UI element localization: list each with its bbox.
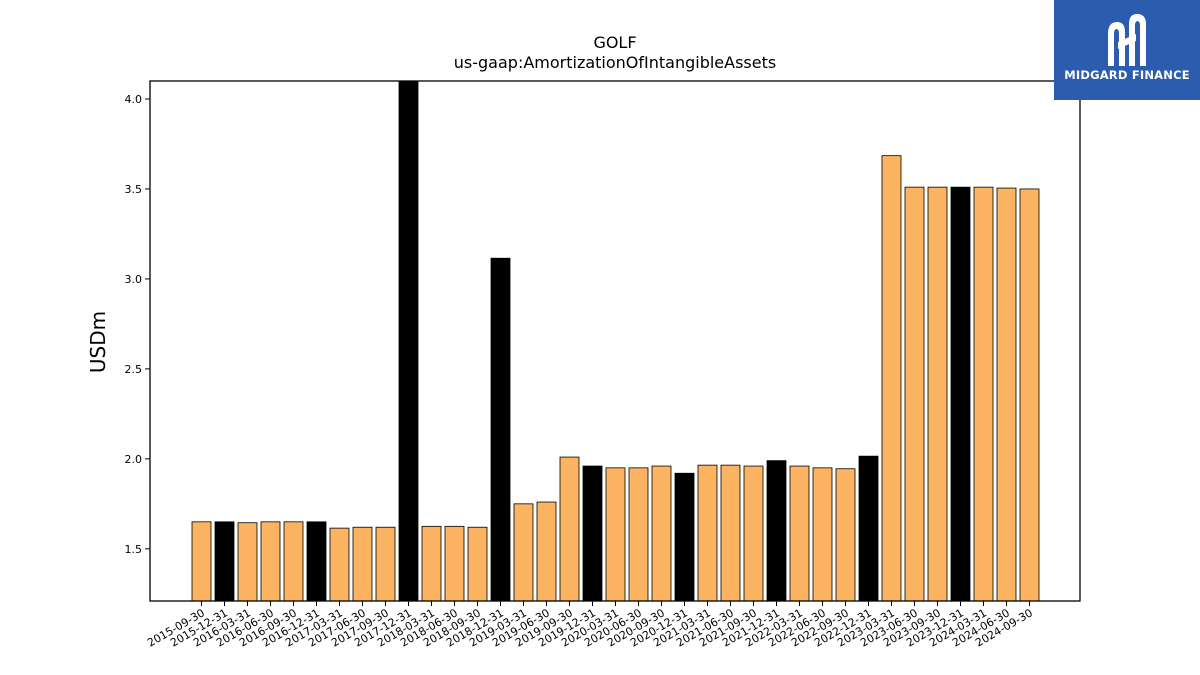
midgard-logo-icon bbox=[1108, 14, 1146, 66]
bar-2023-06-30 bbox=[904, 186, 925, 602]
bar-2019-12-31 bbox=[582, 465, 603, 602]
bar-2020-09-30 bbox=[651, 465, 672, 602]
bar-2024-03-31 bbox=[973, 186, 994, 602]
bar-2016-12-31 bbox=[306, 521, 327, 602]
bar-2020-06-30 bbox=[628, 467, 649, 602]
bars-group bbox=[191, 80, 1040, 602]
bar-2022-03-31 bbox=[789, 465, 810, 602]
bar-2019-06-30 bbox=[536, 501, 557, 602]
bar-2021-09-30 bbox=[743, 465, 764, 602]
bar-2018-03-31 bbox=[421, 525, 442, 602]
bar-2021-12-31 bbox=[766, 460, 787, 602]
bar-2019-03-31 bbox=[513, 503, 534, 602]
x-axis-ticks: 2015-09-302015-12-312016-03-312016-06-30… bbox=[145, 601, 1035, 650]
bar-2019-09-30 bbox=[559, 456, 580, 602]
plot-frame bbox=[149, 80, 1081, 602]
bar-2021-06-30 bbox=[720, 464, 741, 602]
y-tick-label: 2.0 bbox=[125, 453, 143, 466]
y-axis-label: USDm bbox=[86, 311, 110, 373]
bar-2020-12-31 bbox=[674, 472, 695, 602]
bar-2023-03-31 bbox=[881, 155, 902, 602]
bar-2022-06-30 bbox=[812, 467, 833, 602]
bar-2016-03-31 bbox=[237, 522, 258, 602]
bar-2015-09-30 bbox=[191, 521, 212, 602]
logo-brand-text: MIDGARD FINANCE bbox=[1064, 68, 1190, 82]
y-axis-ticks: 1.5 2.0 2.5 3.0 3.5 4.0 bbox=[125, 93, 150, 556]
bar-2023-09-30 bbox=[927, 186, 948, 602]
chart-subtitle: us-gaap:AmortizationOfIntangibleAssets bbox=[454, 53, 776, 72]
y-tick-label: 4.0 bbox=[125, 93, 143, 106]
y-tick-label: 3.5 bbox=[125, 183, 143, 196]
chart-title: GOLF bbox=[593, 33, 636, 52]
bar-2022-12-31 bbox=[858, 455, 879, 602]
bar-2022-09-30 bbox=[835, 468, 856, 602]
bar-2017-12-31 bbox=[398, 80, 419, 602]
bar-2024-06-30 bbox=[996, 187, 1017, 602]
midgard-finance-logo: MIDGARD FINANCE bbox=[1054, 0, 1200, 100]
bar-2018-06-30 bbox=[444, 525, 465, 602]
bar-2024-09-30 bbox=[1019, 188, 1040, 602]
bar-2021-03-31 bbox=[697, 464, 718, 602]
bar-2018-09-30 bbox=[467, 526, 488, 602]
bar-2015-12-31 bbox=[214, 521, 235, 602]
bar-2020-03-31 bbox=[605, 467, 626, 602]
bar-2017-09-30 bbox=[375, 526, 396, 602]
y-tick-label: 2.5 bbox=[125, 363, 143, 376]
bar-2016-09-30 bbox=[283, 521, 304, 602]
bar-2016-06-30 bbox=[260, 521, 281, 602]
bar-2017-03-31 bbox=[329, 527, 350, 602]
bar-2018-12-31 bbox=[490, 257, 511, 602]
y-tick-label: 3.0 bbox=[125, 273, 143, 286]
bar-2023-12-31 bbox=[950, 186, 971, 602]
y-tick-label: 1.5 bbox=[125, 543, 143, 556]
bar-2017-06-30 bbox=[352, 526, 373, 602]
